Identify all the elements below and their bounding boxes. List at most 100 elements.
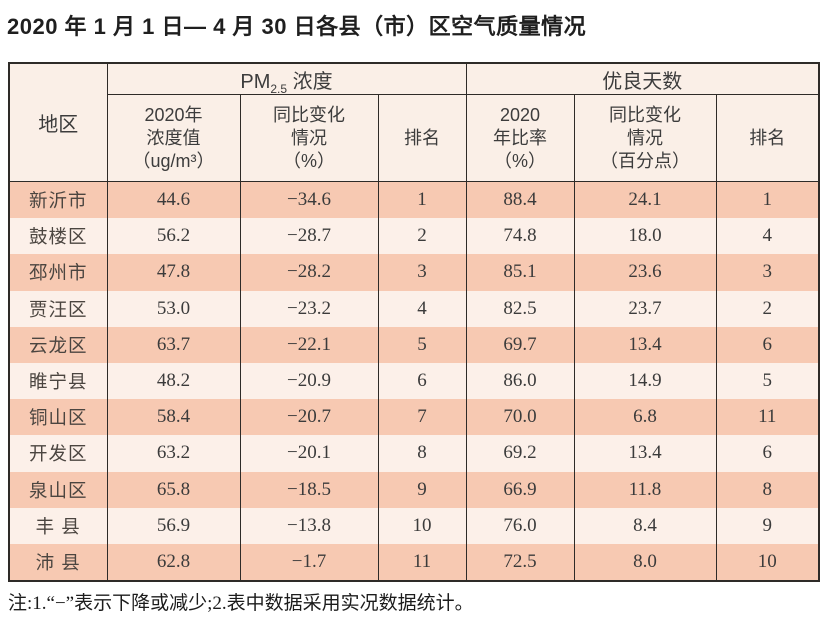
value-cell: 70.0 bbox=[465, 399, 575, 436]
rank-cell: 3 bbox=[715, 254, 820, 291]
value-cell: −13.8 bbox=[239, 507, 379, 544]
group-header-row: 地区 PM2.5 浓度 优良天数 bbox=[8, 62, 820, 182]
value-cell: −18.5 bbox=[239, 471, 379, 508]
region-cell: 贾汪区 bbox=[8, 290, 108, 327]
rank-cell: 5 bbox=[715, 362, 820, 400]
value-cell: 65.8 bbox=[106, 471, 241, 508]
value-cell: 14.9 bbox=[573, 362, 717, 400]
value-cell: 18.0 bbox=[573, 218, 717, 255]
table-row: 云龙区 63.7 −22.1 5 69.7 13.4 6 bbox=[8, 326, 820, 363]
value-cell: −28.2 bbox=[239, 254, 379, 291]
value-cell: 47.8 bbox=[106, 254, 241, 291]
rank-cell: 5 bbox=[377, 326, 467, 363]
region-cell: 丰 县 bbox=[8, 507, 108, 544]
value-cell: −34.6 bbox=[239, 181, 379, 219]
rank-cell: 6 bbox=[377, 362, 467, 400]
value-cell: −20.1 bbox=[239, 435, 379, 472]
pm25-rank-header: 排名 bbox=[377, 94, 467, 182]
page-title: 2020 年 1 月 1 日— 4 月 30 日各县（市）区空气质量情况 bbox=[7, 14, 587, 39]
value-cell: 53.0 bbox=[106, 290, 241, 327]
table-header: 地区 PM2.5 浓度 优良天数 2020年 浓度值 （ug/m³） 同比变化 … bbox=[8, 62, 820, 182]
table-row: 新沂市 44.6 −34.6 1 88.4 24.1 1 bbox=[8, 181, 820, 219]
rank-cell: 9 bbox=[377, 471, 467, 508]
rank-cell: 7 bbox=[377, 399, 467, 436]
value-cell: 58.4 bbox=[106, 399, 241, 436]
pm25-label-subscript: 2.5 bbox=[270, 81, 288, 96]
table-row: 丰 县 56.9 −13.8 10 76.0 8.4 9 bbox=[8, 507, 820, 544]
value-cell: 63.7 bbox=[106, 326, 241, 363]
value-cell: 76.0 bbox=[465, 507, 575, 544]
value-cell: −20.9 bbox=[239, 362, 379, 400]
rank-cell: 8 bbox=[377, 435, 467, 472]
value-cell: 6.8 bbox=[573, 399, 717, 436]
region-cell: 睢宁县 bbox=[8, 362, 108, 400]
rank-cell: 6 bbox=[715, 435, 820, 472]
good-days-group-header: 优良天数 bbox=[465, 62, 820, 95]
rank-cell: 4 bbox=[377, 290, 467, 327]
region-cell: 沛 县 bbox=[8, 543, 108, 582]
table-row: 泉山区 65.8 −18.5 9 66.9 11.8 8 bbox=[8, 471, 820, 508]
value-cell: 82.5 bbox=[465, 290, 575, 327]
rank-cell: 1 bbox=[377, 181, 467, 219]
rank-cell: 8 bbox=[715, 471, 820, 508]
rank-cell: 1 bbox=[715, 181, 820, 219]
table-row: 鼓楼区 56.2 −28.7 2 74.8 18.0 4 bbox=[8, 218, 820, 255]
rank-cell: 11 bbox=[715, 399, 820, 436]
region-cell: 新沂市 bbox=[8, 181, 108, 219]
value-cell: 85.1 bbox=[465, 254, 575, 291]
table-body: 新沂市 44.6 −34.6 1 88.4 24.1 1 鼓楼区 56.2 −28.7 2 74.8 1… bbox=[8, 181, 820, 582]
value-cell: 56.9 bbox=[106, 507, 241, 544]
value-cell: 48.2 bbox=[106, 362, 241, 400]
table-row: 睢宁县 48.2 −20.9 6 86.0 14.9 5 bbox=[8, 362, 820, 400]
good-days-rate-header: 2020 年比率 （%） bbox=[465, 94, 575, 182]
rank-cell: 9 bbox=[715, 507, 820, 544]
value-cell: 72.5 bbox=[465, 543, 575, 582]
region-cell: 邳州市 bbox=[8, 254, 108, 291]
value-cell: −23.2 bbox=[239, 290, 379, 327]
region-cell: 铜山区 bbox=[8, 399, 108, 436]
value-cell: 44.6 bbox=[106, 181, 241, 219]
table-row: 邳州市 47.8 −28.2 3 85.1 23.6 3 bbox=[8, 254, 820, 291]
good-days-rank-header: 排名 bbox=[715, 94, 820, 182]
pm25-label-suffix: 浓度 bbox=[287, 70, 333, 93]
air-quality-table: 地区 PM2.5 浓度 优良天数 2020年 浓度值 （ug/m³） 同比变化 … bbox=[8, 62, 821, 583]
value-cell: 69.7 bbox=[465, 326, 575, 363]
region-cell: 云龙区 bbox=[8, 326, 108, 363]
value-cell: 24.1 bbox=[573, 181, 717, 219]
value-cell: 23.7 bbox=[573, 290, 717, 327]
value-cell: 11.8 bbox=[573, 471, 717, 508]
table-row: 铜山区 58.4 −20.7 7 70.0 6.8 11 bbox=[8, 399, 820, 436]
footnote: 注:1.“−”表示下降或减少;2.表中数据采用实况数据统计。 bbox=[8, 593, 474, 614]
value-cell: −28.7 bbox=[239, 218, 379, 255]
value-cell: 8.0 bbox=[573, 543, 717, 582]
rank-cell: 11 bbox=[377, 543, 467, 582]
value-cell: 66.9 bbox=[465, 471, 575, 508]
pm25-value-header: 2020年 浓度值 （ug/m³） bbox=[106, 94, 241, 182]
value-cell: 56.2 bbox=[106, 218, 241, 255]
value-cell: −1.7 bbox=[239, 543, 379, 582]
value-cell: 74.8 bbox=[465, 218, 575, 255]
sub-header-row: 2020年 浓度值 （ug/m³） 同比变化 情况 （%） 排名 2020 年比… bbox=[9, 94, 820, 182]
region-column-header: 地区 bbox=[8, 62, 108, 182]
value-cell: −22.1 bbox=[239, 326, 379, 363]
rank-cell: 2 bbox=[715, 290, 820, 327]
value-cell: 23.6 bbox=[573, 254, 717, 291]
pm25-change-header: 同比变化 情况 （%） bbox=[239, 94, 379, 182]
good-days-change-header: 同比变化 情况 （百分点） bbox=[573, 94, 717, 182]
value-cell: 13.4 bbox=[573, 435, 717, 472]
rank-cell: 10 bbox=[377, 507, 467, 544]
rank-cell: 4 bbox=[715, 218, 820, 255]
table-row: 沛 县 62.8 −1.7 11 72.5 8.0 10 bbox=[8, 543, 820, 582]
region-cell: 鼓楼区 bbox=[8, 218, 108, 255]
value-cell: −20.7 bbox=[239, 399, 379, 436]
rank-cell: 3 bbox=[377, 254, 467, 291]
value-cell: 63.2 bbox=[106, 435, 241, 472]
value-cell: 69.2 bbox=[465, 435, 575, 472]
table-row: 贾汪区 53.0 −23.2 4 82.5 23.7 2 bbox=[8, 290, 820, 327]
region-cell: 泉山区 bbox=[8, 471, 108, 508]
value-cell: 62.8 bbox=[106, 543, 241, 582]
value-cell: 8.4 bbox=[573, 507, 717, 544]
rank-cell: 6 bbox=[715, 326, 820, 363]
region-cell: 开发区 bbox=[8, 435, 108, 472]
